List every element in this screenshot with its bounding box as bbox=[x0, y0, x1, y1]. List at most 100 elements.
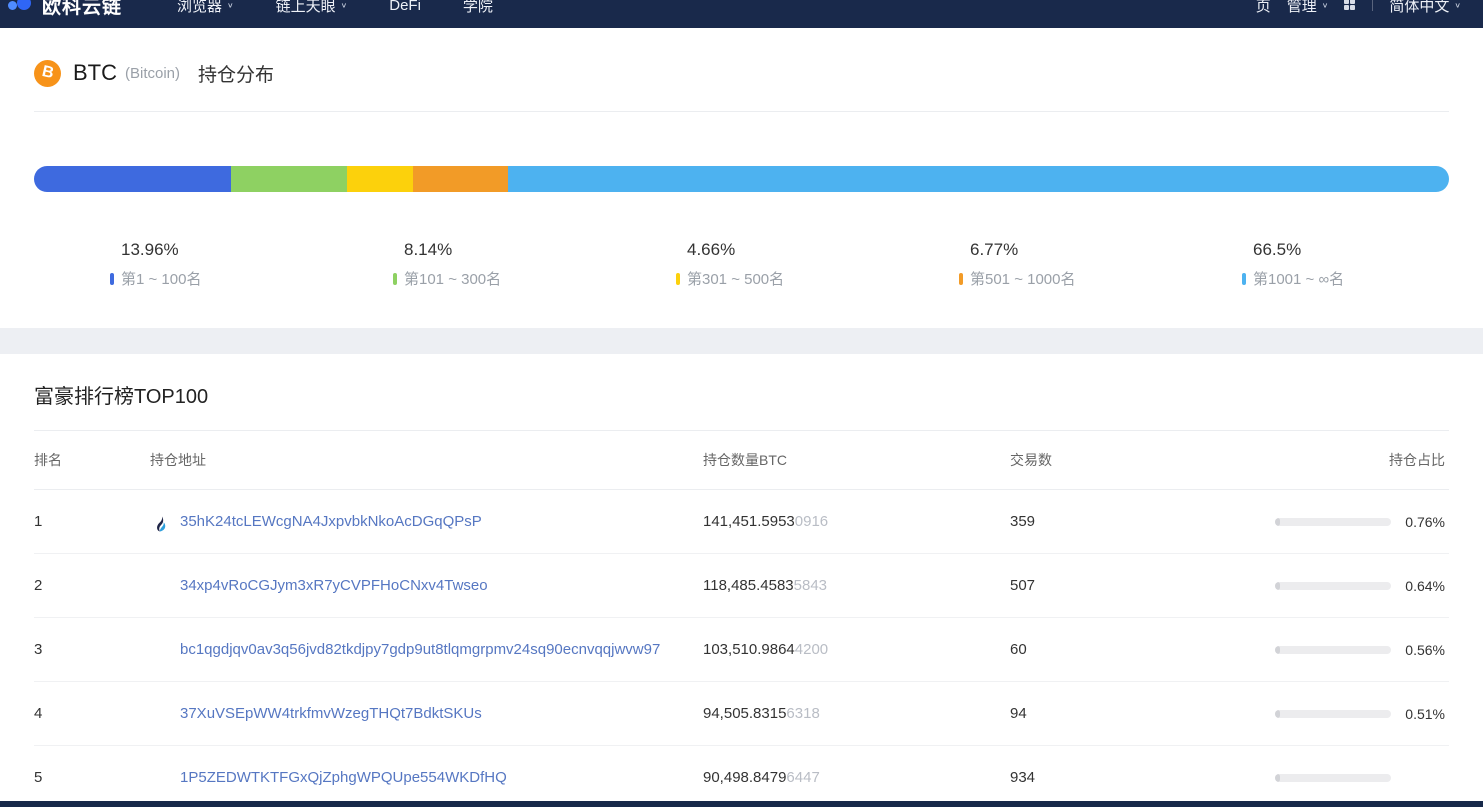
col-header-address: 持仓地址 bbox=[150, 452, 206, 468]
amount-cell: 141,451.59530916 bbox=[703, 513, 829, 530]
nav-item-manage[interactable]: 管理 ∨ bbox=[1287, 0, 1329, 16]
language-selector[interactable]: 简体中文 ∨ bbox=[1389, 0, 1461, 16]
percent-cell: 0.64% bbox=[1150, 578, 1449, 594]
amount-cell: 94,505.83156318 bbox=[703, 705, 820, 722]
percent-cell: 0.76% bbox=[1150, 514, 1449, 530]
percent-value: 0.64% bbox=[1405, 577, 1445, 594]
legend-item: 4.66% 第301 ~ 500名 bbox=[600, 240, 883, 289]
tx-count-cell: 60 bbox=[1010, 641, 1027, 658]
table-row: 5 1P5ZEDWTKTFGxQjZphgWPQUpe554WKDfHQ 90,… bbox=[34, 746, 1449, 807]
amount-cell: 118,485.45835843 bbox=[703, 577, 828, 594]
legend-range: 第501 ~ 1000名 bbox=[970, 271, 1076, 288]
legend-marker-icon bbox=[959, 272, 963, 285]
section-title: 持仓分布 bbox=[198, 64, 275, 86]
brand-logo[interactable]: 欧科云链 bbox=[8, 0, 122, 19]
legend-range: 第301 ~ 500名 bbox=[687, 271, 785, 288]
col-header-rank: 排名 bbox=[34, 452, 62, 468]
legend-range: 第101 ~ 300名 bbox=[404, 271, 502, 288]
legend-marker-icon bbox=[1242, 272, 1246, 285]
nav-item-label: 链上天眼 bbox=[275, 0, 336, 15]
percent-bar bbox=[1275, 645, 1391, 654]
chevron-down-icon: ∨ bbox=[1454, 0, 1461, 9]
legend-item: 8.14% 第101 ~ 300名 bbox=[317, 240, 600, 289]
nav-item-explorer[interactable]: 浏览器 ∨ bbox=[177, 0, 234, 16]
legend-range: 第1001 ~ ∞名 bbox=[1253, 271, 1345, 288]
legend-percent: 13.96% bbox=[121, 240, 179, 259]
col-header-amount: 持仓数量BTC bbox=[703, 452, 787, 468]
col-header-percent: 持仓占比 bbox=[1389, 452, 1445, 468]
col-header-tx-count: 交易数 bbox=[1010, 452, 1052, 468]
bitcoin-icon: B bbox=[34, 59, 61, 87]
rich-list-card: 富豪排行榜TOP100 排名 持仓地址 持仓数量BTC 交易数 持仓占比 1 3… bbox=[0, 354, 1483, 807]
chevron-down-icon: ∨ bbox=[340, 0, 348, 9]
apps-grid-icon[interactable] bbox=[1344, 0, 1356, 11]
coin-symbol: BTC bbox=[73, 60, 117, 85]
legend-item: 66.5% 第1001 ~ ∞名 bbox=[1166, 240, 1449, 289]
percent-value: 0.56% bbox=[1405, 641, 1445, 658]
rank-cell: 3 bbox=[34, 641, 43, 658]
percent-cell bbox=[1150, 773, 1449, 782]
address-link[interactable]: 37XuVSEpWW4trkfmvWzegTHQt7BdktSKUs bbox=[180, 704, 482, 722]
oklink-logo-icon bbox=[8, 0, 34, 16]
percent-bar bbox=[1275, 581, 1391, 590]
legend-item: 13.96% 第1 ~ 100名 bbox=[34, 240, 317, 289]
table-row: 4 37XuVSEpWW4trkfmvWzegTHQt7BdktSKUs 94,… bbox=[34, 682, 1449, 746]
top-nav: 欧科云链 浏览器 ∨ 链上天眼 ∨ DeFi 学院 页 管理 bbox=[0, 0, 1483, 28]
percent-value: 0.76% bbox=[1405, 513, 1445, 530]
percent-cell: 0.51% bbox=[1150, 706, 1449, 722]
legend-marker-icon bbox=[110, 272, 114, 285]
percent-cell: 0.56% bbox=[1150, 642, 1449, 658]
percent-bar bbox=[1275, 517, 1391, 526]
nav-item-academy[interactable]: 学院 bbox=[463, 0, 493, 16]
address-link[interactable]: 1P5ZEDWTKTFGxQjZphgWPQUpe554WKDfHQ bbox=[180, 768, 507, 786]
percent-bar bbox=[1275, 773, 1391, 782]
chevron-down-icon: ∨ bbox=[1321, 0, 1329, 9]
nav-item-label: 学院 bbox=[462, 0, 493, 15]
legend-percent: 8.14% bbox=[404, 240, 453, 259]
bar-segment-2 bbox=[231, 166, 347, 192]
address-link[interactable]: 35hK24tcLEWcgNA4JxpvbkNkoAcDGqQPsP bbox=[180, 512, 482, 530]
nav-item-chain-eye[interactable]: 链上天眼 ∨ bbox=[276, 0, 348, 16]
amount-cell: 90,498.84796447 bbox=[703, 769, 820, 786]
nav-item-partial[interactable]: 页 bbox=[1256, 0, 1271, 16]
nav-item-label: 页 bbox=[1255, 0, 1271, 15]
legend-range: 第1 ~ 100名 bbox=[121, 271, 202, 288]
address-link[interactable]: 34xp4vRoCGJym3xR7yCVPFHoCNxv4Twseo bbox=[180, 576, 488, 594]
tx-count-cell: 507 bbox=[1010, 577, 1036, 594]
percent-value: 0.51% bbox=[1405, 705, 1445, 722]
bar-segment-1 bbox=[34, 166, 232, 192]
table-row: 3 bc1qgdjqv0av3q56jvd82tkdjpy7gdp9ut8tlq… bbox=[34, 618, 1449, 682]
brand-name: 欧科云链 bbox=[42, 0, 123, 18]
bar-segment-4 bbox=[412, 166, 509, 192]
rank-cell: 4 bbox=[34, 705, 43, 722]
bar-segment-5 bbox=[508, 166, 1449, 192]
table-header-row: 排名 持仓地址 持仓数量BTC 交易数 持仓占比 bbox=[34, 430, 1449, 490]
huobi-exchange-icon bbox=[155, 514, 168, 531]
legend-percent: 4.66% bbox=[687, 240, 736, 259]
rank-cell: 1 bbox=[34, 513, 43, 530]
rank-cell: 5 bbox=[34, 769, 43, 786]
nav-divider bbox=[1372, 0, 1374, 11]
nav-item-label: 浏览器 bbox=[177, 0, 223, 15]
header-divider bbox=[34, 111, 1449, 112]
distribution-bar bbox=[34, 166, 1449, 192]
nav-item-label: 管理 bbox=[1286, 0, 1317, 15]
legend-item: 6.77% 第501 ~ 1000名 bbox=[883, 240, 1166, 289]
holdings-distribution-card: B BTC (Bitcoin) 持仓分布 13.96% 第1 ~ 100名 8.… bbox=[0, 28, 1483, 328]
table-title: 富豪排行榜TOP100 bbox=[34, 386, 209, 408]
table-row: 2 34xp4vRoCGJym3xR7yCVPFHoCNxv4Twseo 118… bbox=[34, 554, 1449, 618]
distribution-legend: 13.96% 第1 ~ 100名 8.14% 第101 ~ 300名 4.66%… bbox=[34, 240, 1449, 289]
table-row: 1 35hK24tcLEWcgNA4JxpvbkNkoAcDGqQPsP 141… bbox=[34, 490, 1449, 554]
legend-marker-icon bbox=[393, 272, 397, 285]
nav-item-defi[interactable]: DeFi bbox=[389, 0, 421, 14]
footer-strip bbox=[0, 801, 1483, 807]
legend-percent: 6.77% bbox=[970, 240, 1019, 259]
legend-marker-icon bbox=[676, 272, 680, 285]
tx-count-cell: 934 bbox=[1010, 769, 1036, 786]
nav-item-label: DeFi bbox=[389, 0, 421, 14]
address-link[interactable]: bc1qgdjqv0av3q56jvd82tkdjpy7gdp9ut8tlqmg… bbox=[180, 640, 661, 658]
amount-cell: 103,510.98644200 bbox=[703, 641, 829, 658]
legend-percent: 66.5% bbox=[1253, 240, 1302, 259]
rank-cell: 2 bbox=[34, 577, 43, 594]
section-gap bbox=[0, 328, 1483, 354]
